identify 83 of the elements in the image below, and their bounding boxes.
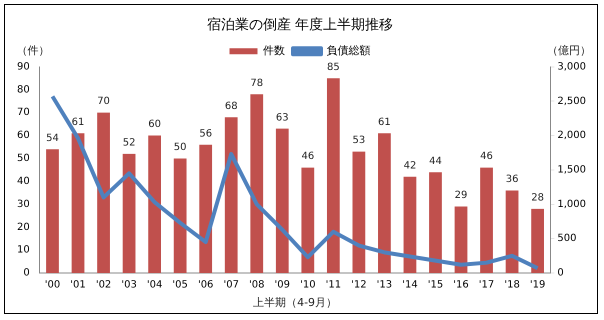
bar [72,133,84,273]
x-tick-label: '12 [351,280,367,291]
y-tick-label: 90 [16,61,30,72]
x-tick-label: '11 [326,280,342,291]
bar [352,152,366,273]
y2-tick-label: 500 [557,233,576,244]
bar [454,206,468,273]
y-tick-label: 30 [16,198,30,210]
x-tick-label: '13 [376,280,392,291]
x-tick-label: '17 [478,280,494,291]
bar [97,112,110,273]
data-label: 60 [148,119,161,130]
x-tick-label: '07 [223,280,239,291]
bar [224,117,238,273]
bar [404,176,416,273]
y-tick-label: 80 [16,84,30,96]
bar [506,190,518,273]
x-tick-label: '08 [249,280,264,291]
bar [174,158,187,273]
bar [199,144,212,273]
bar [148,136,162,273]
data-label: 46 [480,151,493,162]
x-tick-label: '16 [453,280,469,291]
x-axis-title: 上半期（4-9月） [253,296,338,309]
x-tick-label: '10 [300,280,316,291]
y2-axis-title: （億円） [547,44,591,57]
y2-tick-label: 0 [557,268,564,279]
y-tick-label: 0 [23,268,30,279]
y2-tick-label: 1,500 [557,164,586,176]
x-tick-label: '14 [402,280,418,291]
data-label: 28 [531,192,544,204]
y-tick-label: 20 [16,222,30,233]
y2-tick-label: 2,000 [557,130,586,142]
data-label: 53 [352,135,366,146]
data-label: 85 [326,62,340,73]
x-tick-label: '03 [121,280,137,291]
data-label: 50 [174,142,187,154]
data-label: 56 [199,128,212,140]
bar [276,128,289,273]
y2-tick-label: 2,500 [557,96,586,107]
y-tick-label: 10 [16,244,30,256]
x-tick-label: '15 [428,280,444,291]
legend-label: 件数 [263,44,285,58]
y2-tick-label: 3,000 [557,61,586,72]
y-tick-label: 40 [16,176,30,187]
x-tick-label: '19 [530,280,546,291]
x-tick-label: '06 [198,280,214,291]
data-label: 68 [224,100,238,112]
data-label: 78 [250,78,264,89]
x-tick-label: '05 [172,280,188,291]
bar [531,208,544,273]
x-tick-label: '04 [146,280,162,291]
legend-label: 負債総額 [326,44,370,58]
bar [326,78,340,273]
data-label: 29 [454,190,468,202]
y2-tick-label: 1,000 [557,198,586,210]
x-tick-label: '09 [274,280,290,291]
bar [46,149,59,273]
x-tick-label: '01 [70,280,86,291]
y-tick-label: 60 [16,130,30,142]
chart-title: 宿泊業の倒産 年度上半期推移 [206,17,394,34]
y-axis-title: （件） [16,44,50,57]
x-tick-label: '18 [504,280,520,291]
data-label: 46 [301,151,314,162]
data-label: 70 [97,96,110,108]
bar [122,154,136,273]
data-label: 54 [46,132,59,144]
bar [250,94,264,273]
bar [429,172,442,273]
bar [301,168,314,273]
x-tick-label: '02 [96,280,112,291]
x-tick-label: '00 [44,280,60,291]
data-label: 42 [404,160,416,172]
data-label: 36 [506,174,518,186]
bar [378,133,391,273]
y-tick-label: 50 [16,153,30,164]
data-label: 63 [276,112,289,124]
bar [480,168,493,273]
data-label: 44 [429,156,442,167]
data-label: 61 [378,116,391,128]
data-label: 52 [122,137,136,148]
data-label: 61 [72,116,84,128]
y-tick-label: 70 [16,107,30,118]
